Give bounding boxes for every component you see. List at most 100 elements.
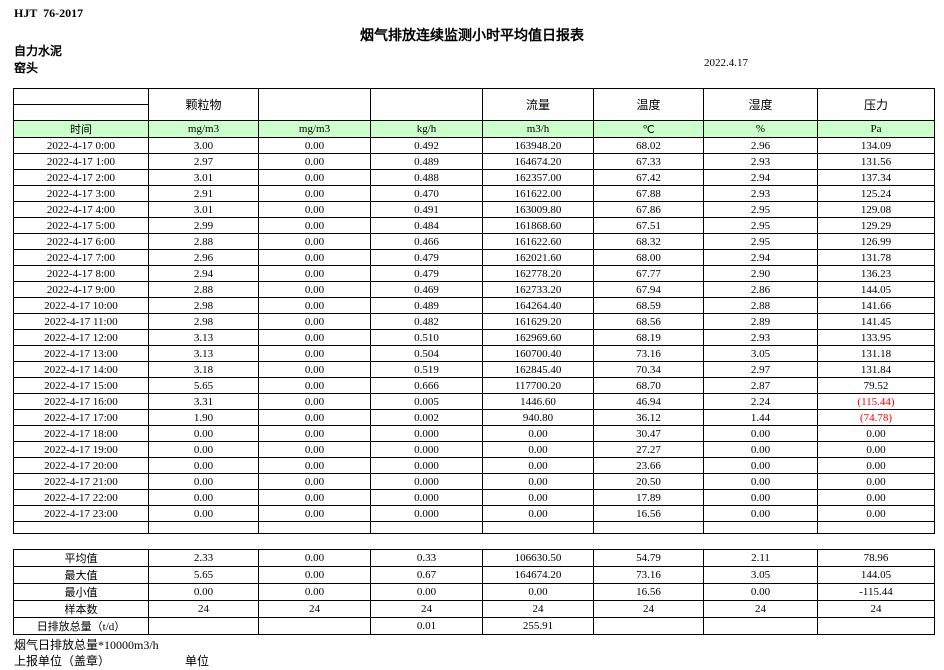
value-cell: 0.00 xyxy=(148,457,259,474)
value-cell: 0.00 xyxy=(703,505,818,522)
summary-value-cell: -115.44 xyxy=(817,583,935,601)
value-cell: 3.01 xyxy=(148,201,259,218)
value-cell: 2.95 xyxy=(703,233,818,250)
value-cell: 0.00 xyxy=(258,169,371,186)
value-cell: 0.000 xyxy=(370,473,483,490)
summary-value-cell: 0.01 xyxy=(370,617,483,635)
summary-value-cell: 0.00 xyxy=(258,549,371,567)
table-row: 2022-4-17 23:00 0.00 0.00 0.000 0.00 16.56 0.0… xyxy=(13,505,935,522)
value-cell: 0.002 xyxy=(370,409,483,426)
value-cell: 0.466 xyxy=(370,233,483,250)
report-date: 2022.4.17 xyxy=(704,57,748,69)
time-cell: 2022-4-17 5:00 xyxy=(13,217,149,234)
time-cell: 2022-4-17 14:00 xyxy=(13,361,149,378)
value-cell: 117700.20 xyxy=(482,377,594,394)
value-cell: 125.24 xyxy=(817,185,935,202)
table-row: 2022-4-17 19:00 0.00 0.00 0.000 0.00 27.27 0.0… xyxy=(13,441,935,458)
footnote-report-unit: 上报单位（盖章） xyxy=(14,654,111,668)
time-cell: 2022-4-17 19:00 xyxy=(13,441,149,458)
value-cell: 46.94 xyxy=(593,393,704,410)
value-cell: 0.00 xyxy=(817,473,935,490)
value-cell: 2.86 xyxy=(703,281,818,298)
value-cell: 0.000 xyxy=(370,425,483,442)
value-cell: 2.95 xyxy=(703,217,818,234)
value-cell: 164674.20 xyxy=(482,153,594,170)
value-cell: 0.00 xyxy=(258,281,371,298)
value-cell: 0.00 xyxy=(817,457,935,474)
value-cell: 0.00 xyxy=(258,329,371,346)
value-cell: (115.44) xyxy=(817,393,935,410)
summary-row: 最大值 5.65 0.00 0.67 164674.20 73.16 3.05 144.05 xyxy=(13,566,935,584)
value-cell: 70.34 xyxy=(593,361,704,378)
value-cell: 0.00 xyxy=(258,377,371,394)
blank-cell xyxy=(370,521,483,534)
value-cell: 0.482 xyxy=(370,313,483,330)
value-cell: 131.84 xyxy=(817,361,935,378)
value-cell: 79.52 xyxy=(817,377,935,394)
time-cell: 2022-4-17 8:00 xyxy=(13,265,149,282)
value-cell: 161629.20 xyxy=(482,313,594,330)
value-cell: 2.96 xyxy=(703,137,818,154)
value-cell: 0.00 xyxy=(258,505,371,522)
summary-value-cell: 54.79 xyxy=(593,549,704,567)
value-cell: 23.66 xyxy=(593,457,704,474)
summary-value-cell: 24 xyxy=(593,600,704,618)
summary-value-cell: 24 xyxy=(370,600,483,618)
table-row: 2022-4-17 8:00 2.94 0.00 0.479 162778.20 67.7… xyxy=(13,265,935,282)
value-cell: 141.66 xyxy=(817,297,935,314)
summary-row: 最小值 0.00 0.00 0.00 0.00 16.56 0.00 -115.44 xyxy=(13,583,935,601)
time-cell: 2022-4-17 0:00 xyxy=(13,137,149,154)
value-cell: 30.47 xyxy=(593,425,704,442)
table-row: 2022-4-17 14:00 3.18 0.00 0.519 162845.40 70.… xyxy=(13,361,935,378)
summary-table: 平均值 2.33 0.00 0.33 106630.50 54.79 2.11 78.96 最大… xyxy=(13,549,935,635)
summary-table-body: 平均值 2.33 0.00 0.33 106630.50 54.79 2.11 78.96 最大… xyxy=(13,549,935,635)
summary-value-cell: 3.05 xyxy=(703,566,818,584)
value-cell: 1.90 xyxy=(148,409,259,426)
monitor-point-name: 窑头 xyxy=(14,61,39,75)
value-cell: 2.93 xyxy=(703,185,818,202)
summary-value-cell: 24 xyxy=(258,600,371,618)
value-cell: 0.492 xyxy=(370,137,483,154)
value-cell: 0.00 xyxy=(258,425,371,442)
table-row: 2022-4-17 17:00 1.90 0.00 0.002 940.80 36.12 1… xyxy=(13,409,935,426)
value-cell: 0.00 xyxy=(148,505,259,522)
value-cell: 0.00 xyxy=(258,249,371,266)
value-cell: 0.00 xyxy=(258,473,371,490)
table-row: 2022-4-17 3:00 2.91 0.00 0.470 161622.00 67.8… xyxy=(13,185,935,202)
time-cell: 2022-4-17 23:00 xyxy=(13,505,149,522)
summary-value-cell: 5.65 xyxy=(148,566,259,584)
time-cell: 2022-4-17 7:00 xyxy=(13,249,149,266)
summary-label-cell: 日排放总量（t/d） xyxy=(13,617,149,635)
value-cell: 67.77 xyxy=(593,265,704,282)
header-spacer-cell xyxy=(13,88,149,105)
summary-value-cell: 24 xyxy=(703,600,818,618)
value-cell: 131.18 xyxy=(817,345,935,362)
value-cell: 2.89 xyxy=(703,313,818,330)
value-cell: 161622.60 xyxy=(482,233,594,250)
blank-cell xyxy=(817,521,935,534)
value-cell: 0.00 xyxy=(258,457,371,474)
value-cell: 1.44 xyxy=(703,409,818,426)
value-cell: 67.88 xyxy=(593,185,704,202)
summary-value-cell: 24 xyxy=(148,600,259,618)
value-cell: 67.33 xyxy=(593,153,704,170)
time-cell: 2022-4-17 13:00 xyxy=(13,345,149,362)
value-cell: 5.65 xyxy=(148,377,259,394)
value-cell: 2.90 xyxy=(703,265,818,282)
value-cell: 0.00 xyxy=(482,441,594,458)
time-cell: 2022-4-17 2:00 xyxy=(13,169,149,186)
blank-cell xyxy=(258,521,371,534)
main-table-body: 2022-4-17 0:00 3.00 0.00 0.492 163948.20 68.0… xyxy=(13,137,935,534)
value-cell: 0.00 xyxy=(148,441,259,458)
time-cell: 2022-4-17 12:00 xyxy=(13,329,149,346)
blank-cell xyxy=(13,521,149,534)
value-cell: 0.00 xyxy=(258,441,371,458)
value-cell: 1446.60 xyxy=(482,393,594,410)
value-cell: 137.34 xyxy=(817,169,935,186)
value-cell: 68.59 xyxy=(593,297,704,314)
value-cell: 0.00 xyxy=(148,473,259,490)
value-cell: 3.05 xyxy=(703,345,818,362)
time-cell: 2022-4-17 3:00 xyxy=(13,185,149,202)
time-cell: 2022-4-17 20:00 xyxy=(13,457,149,474)
